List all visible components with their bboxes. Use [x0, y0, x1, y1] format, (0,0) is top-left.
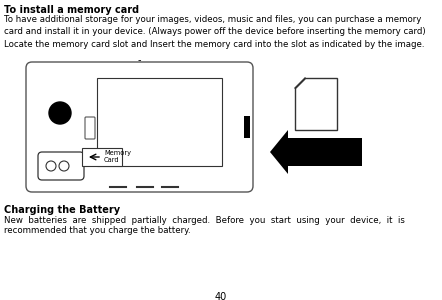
Polygon shape	[270, 130, 362, 174]
FancyBboxPatch shape	[26, 62, 253, 192]
Bar	[244, 116, 250, 138]
Text: 40: 40	[215, 292, 227, 300]
FancyBboxPatch shape	[38, 152, 84, 180]
Text: To install a memory card: To install a memory card	[4, 5, 139, 15]
Circle shape	[46, 161, 56, 171]
Text: Charging the Battery: Charging the Battery	[4, 205, 120, 215]
Text: New  batteries  are  shipped  partially  charged.  Before  you  start  using  yo: New batteries are shipped partially char…	[4, 216, 405, 225]
Polygon shape	[295, 78, 337, 130]
Bar	[97, 78, 222, 166]
Text: To have additional storage for your images, videos, music and files, you can pur: To have additional storage for your imag…	[4, 15, 426, 49]
Circle shape	[59, 161, 69, 171]
Text: Memory
Card: Memory Card	[104, 151, 131, 164]
Circle shape	[49, 102, 71, 124]
FancyBboxPatch shape	[85, 117, 95, 139]
Text: recommended that you charge the battery.: recommended that you charge the battery.	[4, 226, 191, 235]
Bar	[82, 148, 122, 166]
Text: -: -	[138, 55, 141, 65]
